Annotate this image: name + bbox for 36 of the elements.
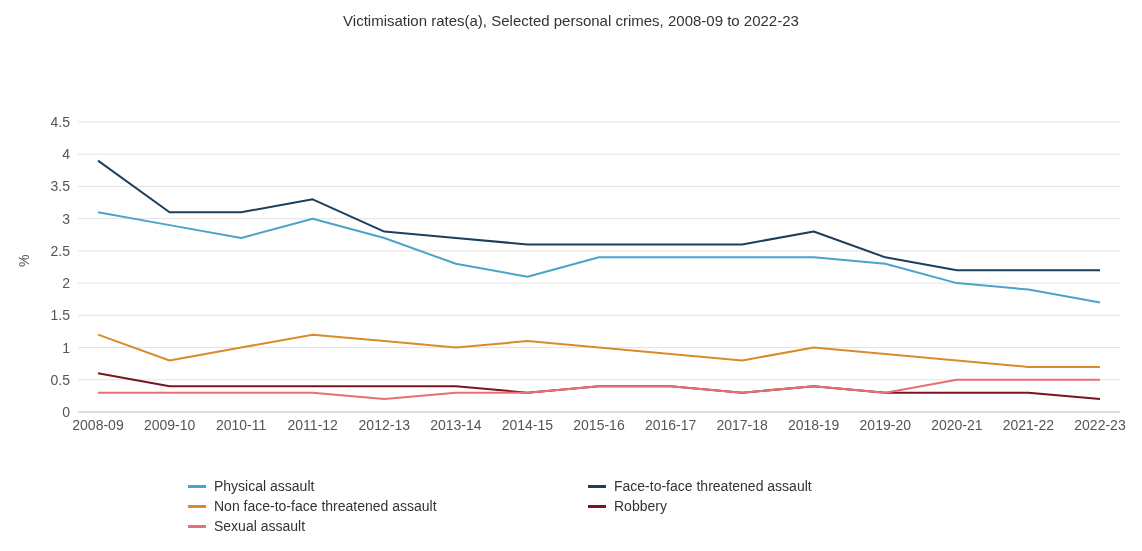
legend-label: Sexual assault [214, 518, 306, 534]
legend-label: Non face-to-face threatened assault [214, 498, 437, 514]
x-tick-label: 2022-23 [1074, 416, 1126, 433]
x-tick-label: 2011-12 [287, 416, 339, 433]
chart-title: Victimisation rates(a), Selected personal crimes, 2008-09 to 2022-23 [342, 11, 800, 31]
y-axis-title: % [15, 254, 32, 267]
x-tick-label: 2012-13 [358, 416, 411, 433]
x-tick-label: 2013-14 [430, 416, 482, 433]
x-tick-label: 2009-10 [143, 416, 196, 433]
line-series [97, 159, 1101, 272]
x-tick-label: 2010-11 [215, 416, 267, 433]
x-tick-label: 2017-18 [716, 416, 769, 433]
y-tick-label: 2.5 [50, 242, 71, 259]
y-tick-label: 0.5 [50, 371, 71, 388]
x-tick-label: 2020-21 [931, 416, 983, 433]
y-tick-label: 2 [62, 275, 71, 292]
x-tick-label: 2019-20 [859, 416, 912, 433]
y-tick-label: 4.5 [50, 113, 71, 130]
legend-label: Robbery [614, 498, 667, 514]
line-series [97, 378, 1101, 401]
y-tick-label: 3 [62, 210, 71, 227]
line-series [97, 333, 1101, 368]
y-tick-label: 1 [62, 339, 71, 356]
x-tick-label: 2016-17 [644, 416, 697, 433]
legend-label: Face-to-face threatened assault [614, 478, 812, 494]
y-tick-label: 1.5 [50, 307, 71, 324]
x-tick-label: 2015-16 [573, 416, 625, 433]
x-tick-label: 2008-09 [72, 416, 124, 433]
x-tick-label: 2014-15 [501, 416, 554, 433]
x-tick-label: 2018-19 [788, 416, 840, 433]
y-tick-label: 3.5 [50, 178, 71, 195]
legend-label: Physical assault [214, 478, 315, 494]
line-series [97, 211, 1101, 304]
y-tick-label: 4 [62, 146, 71, 163]
y-tick-label: 0 [62, 403, 71, 420]
x-tick-label: 2021-22 [1002, 416, 1055, 433]
